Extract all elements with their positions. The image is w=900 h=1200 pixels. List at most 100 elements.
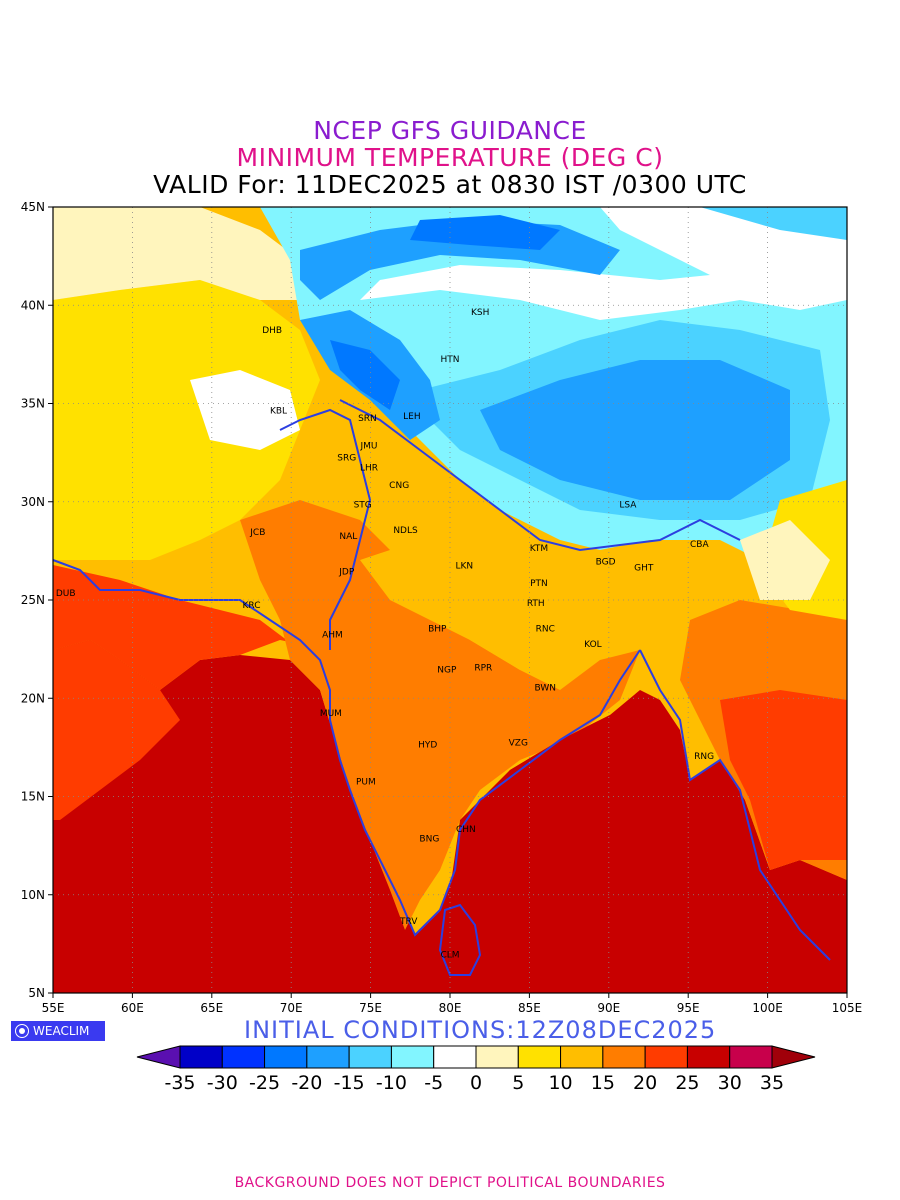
temperature-field: [53, 207, 847, 993]
x-tick-label: 100E: [752, 1001, 783, 1015]
city-label-dhb: DHB: [262, 326, 282, 336]
east-coast-outline: [639, 649, 831, 961]
colorbar-end-high: [771, 1045, 816, 1069]
karakoram-core-field: [410, 215, 560, 250]
colorbar: -35 -30 -25 -20 -15 -10 -5 0 5 10 15 20 25 30 35: [136, 1045, 816, 1094]
west-plateau-field: [53, 280, 320, 560]
colorbar-swatch: [644, 1045, 688, 1069]
city-label-ght: GHT: [634, 564, 654, 574]
colorbar-level-label: 35: [760, 1072, 784, 1094]
colorbar-level-label: -25: [249, 1072, 280, 1094]
x-tick-label: 80E: [439, 1001, 462, 1015]
city-label-rnc: RNC: [536, 624, 555, 634]
colorbar-swatch: [179, 1045, 223, 1069]
title-line-1: NCEP GFS GUIDANCE: [313, 116, 587, 145]
colorbar-level-label: 15: [591, 1072, 615, 1094]
y-tick-label: 5N: [28, 986, 45, 1000]
colorbar-swatch: [221, 1045, 266, 1069]
colorbar-swatch: [517, 1045, 562, 1069]
colorbar-level-label: -35: [164, 1072, 195, 1094]
title-line-2: MINIMUM TEMPERATURE (DEG C): [236, 143, 664, 172]
city-label-ktm: KTM: [530, 544, 548, 554]
y-tick-label: 10N: [21, 888, 45, 902]
city-label-kol: KOL: [584, 640, 602, 650]
colorbar-level-label: -30: [207, 1072, 238, 1094]
x-tick-label: 75E: [359, 1001, 382, 1015]
city-label-kbl: KBL: [270, 406, 287, 416]
city-label-lkn: LKN: [455, 562, 473, 572]
colorbar-level-label: 10: [548, 1072, 572, 1094]
weaclim-logo: WEACLIM: [11, 1021, 105, 1041]
city-label-srn: SRN: [358, 414, 377, 424]
y-tick-label: 20N: [21, 691, 45, 705]
y-tick-label: 35N: [21, 397, 45, 411]
city-label-krc: KRC: [243, 601, 261, 611]
colorbar-swatch: [264, 1045, 308, 1069]
himalaya-outline: [339, 399, 741, 552]
colorbar-level-label: -10: [376, 1072, 407, 1094]
city-label-chn: CHN: [456, 825, 476, 835]
y-tick-label: 40N: [21, 298, 45, 312]
city-label-bgd: BGD: [596, 558, 616, 568]
x-tick-label: 60E: [121, 1001, 144, 1015]
city-label-cba: CBA: [690, 540, 709, 550]
se-asia-warm: [720, 690, 847, 870]
city-label-vzg: VZG: [509, 738, 528, 748]
city-label-lhr: LHR: [360, 463, 378, 473]
x-tick-label: 90E: [597, 1001, 620, 1015]
colorbar-swatch: [560, 1045, 604, 1069]
west-coastal-band: [53, 565, 330, 700]
x-tick-label: 70E: [280, 1001, 303, 1015]
kashmir-core-field: [330, 340, 400, 410]
initial-conditions: INITIAL CONDITIONS:12Z08DEC2025: [244, 1016, 717, 1044]
gridlines: [53, 207, 847, 993]
city-label-srg: SRG: [337, 453, 356, 463]
city-label-ptn: PTN: [530, 579, 548, 589]
city-label-pum: PUM: [356, 778, 376, 788]
city-labels: KSH DHB HTN KBL SRN LEH JMU SRG LHR CNG LSA STG JCB N…: [56, 308, 714, 961]
x-axis-ticks: 55E 60E 65E 70E 75E 80E 85E 90E 95E 100E 105E: [42, 993, 862, 1015]
arabian-sea-edge: [53, 640, 180, 820]
city-label-bng: BNG: [419, 835, 439, 845]
north-blue-field: [700, 207, 847, 240]
footer-disclaimer: BACKGROUND DOES NOT DEPICT POLITICAL BOU…: [234, 1175, 666, 1191]
city-label-ngp: NGP: [437, 666, 457, 676]
colorbar-level-label: -15: [334, 1072, 365, 1094]
india-west-outline: [279, 408, 372, 650]
west-cool-field: [53, 207, 310, 300]
colorbar-swatch: [729, 1045, 773, 1069]
afghan-cool-field: [190, 370, 300, 450]
city-label-stg: STG: [354, 501, 372, 511]
china-pale-field: [740, 520, 830, 600]
coastlines: [53, 399, 831, 976]
colorbar-level-label: 5: [512, 1072, 524, 1094]
x-tick-label: 65E: [200, 1001, 223, 1015]
colorbar-swatch: [390, 1045, 435, 1069]
city-label-jmu: JMU: [360, 442, 378, 452]
city-label-nal: NAL: [339, 532, 357, 542]
city-label-trv: TRV: [399, 917, 418, 927]
colorbar-level-label: 25: [675, 1072, 699, 1094]
city-label-cng: CNG: [389, 481, 409, 491]
colorbar-end-low: [136, 1045, 181, 1069]
colorbar-swatch: [602, 1045, 646, 1069]
bay-field: [450, 700, 700, 993]
y-tick-label: 30N: [21, 495, 45, 509]
x-tick-label: 55E: [42, 1001, 65, 1015]
city-label-hyd: HYD: [418, 740, 437, 750]
city-label-jcb: JCB: [249, 528, 265, 538]
plateau-core-field: [480, 360, 790, 500]
colorbar-swatch: [686, 1045, 731, 1069]
colorbar-swatch: [306, 1045, 350, 1069]
city-label-rth: RTH: [527, 599, 545, 609]
y-tick-label: 45N: [21, 200, 45, 214]
city-label-ahm: AHM: [322, 630, 343, 640]
x-tick-label: 85E: [518, 1001, 541, 1015]
y-tick-label: 15N: [21, 790, 45, 804]
city-label-bwn: BWN: [535, 683, 557, 693]
brand-label: WEACLIM: [33, 1024, 90, 1038]
y-tick-label: 25N: [21, 593, 45, 607]
central-india-field: [360, 540, 580, 670]
colorbar-swatch: [348, 1045, 392, 1069]
